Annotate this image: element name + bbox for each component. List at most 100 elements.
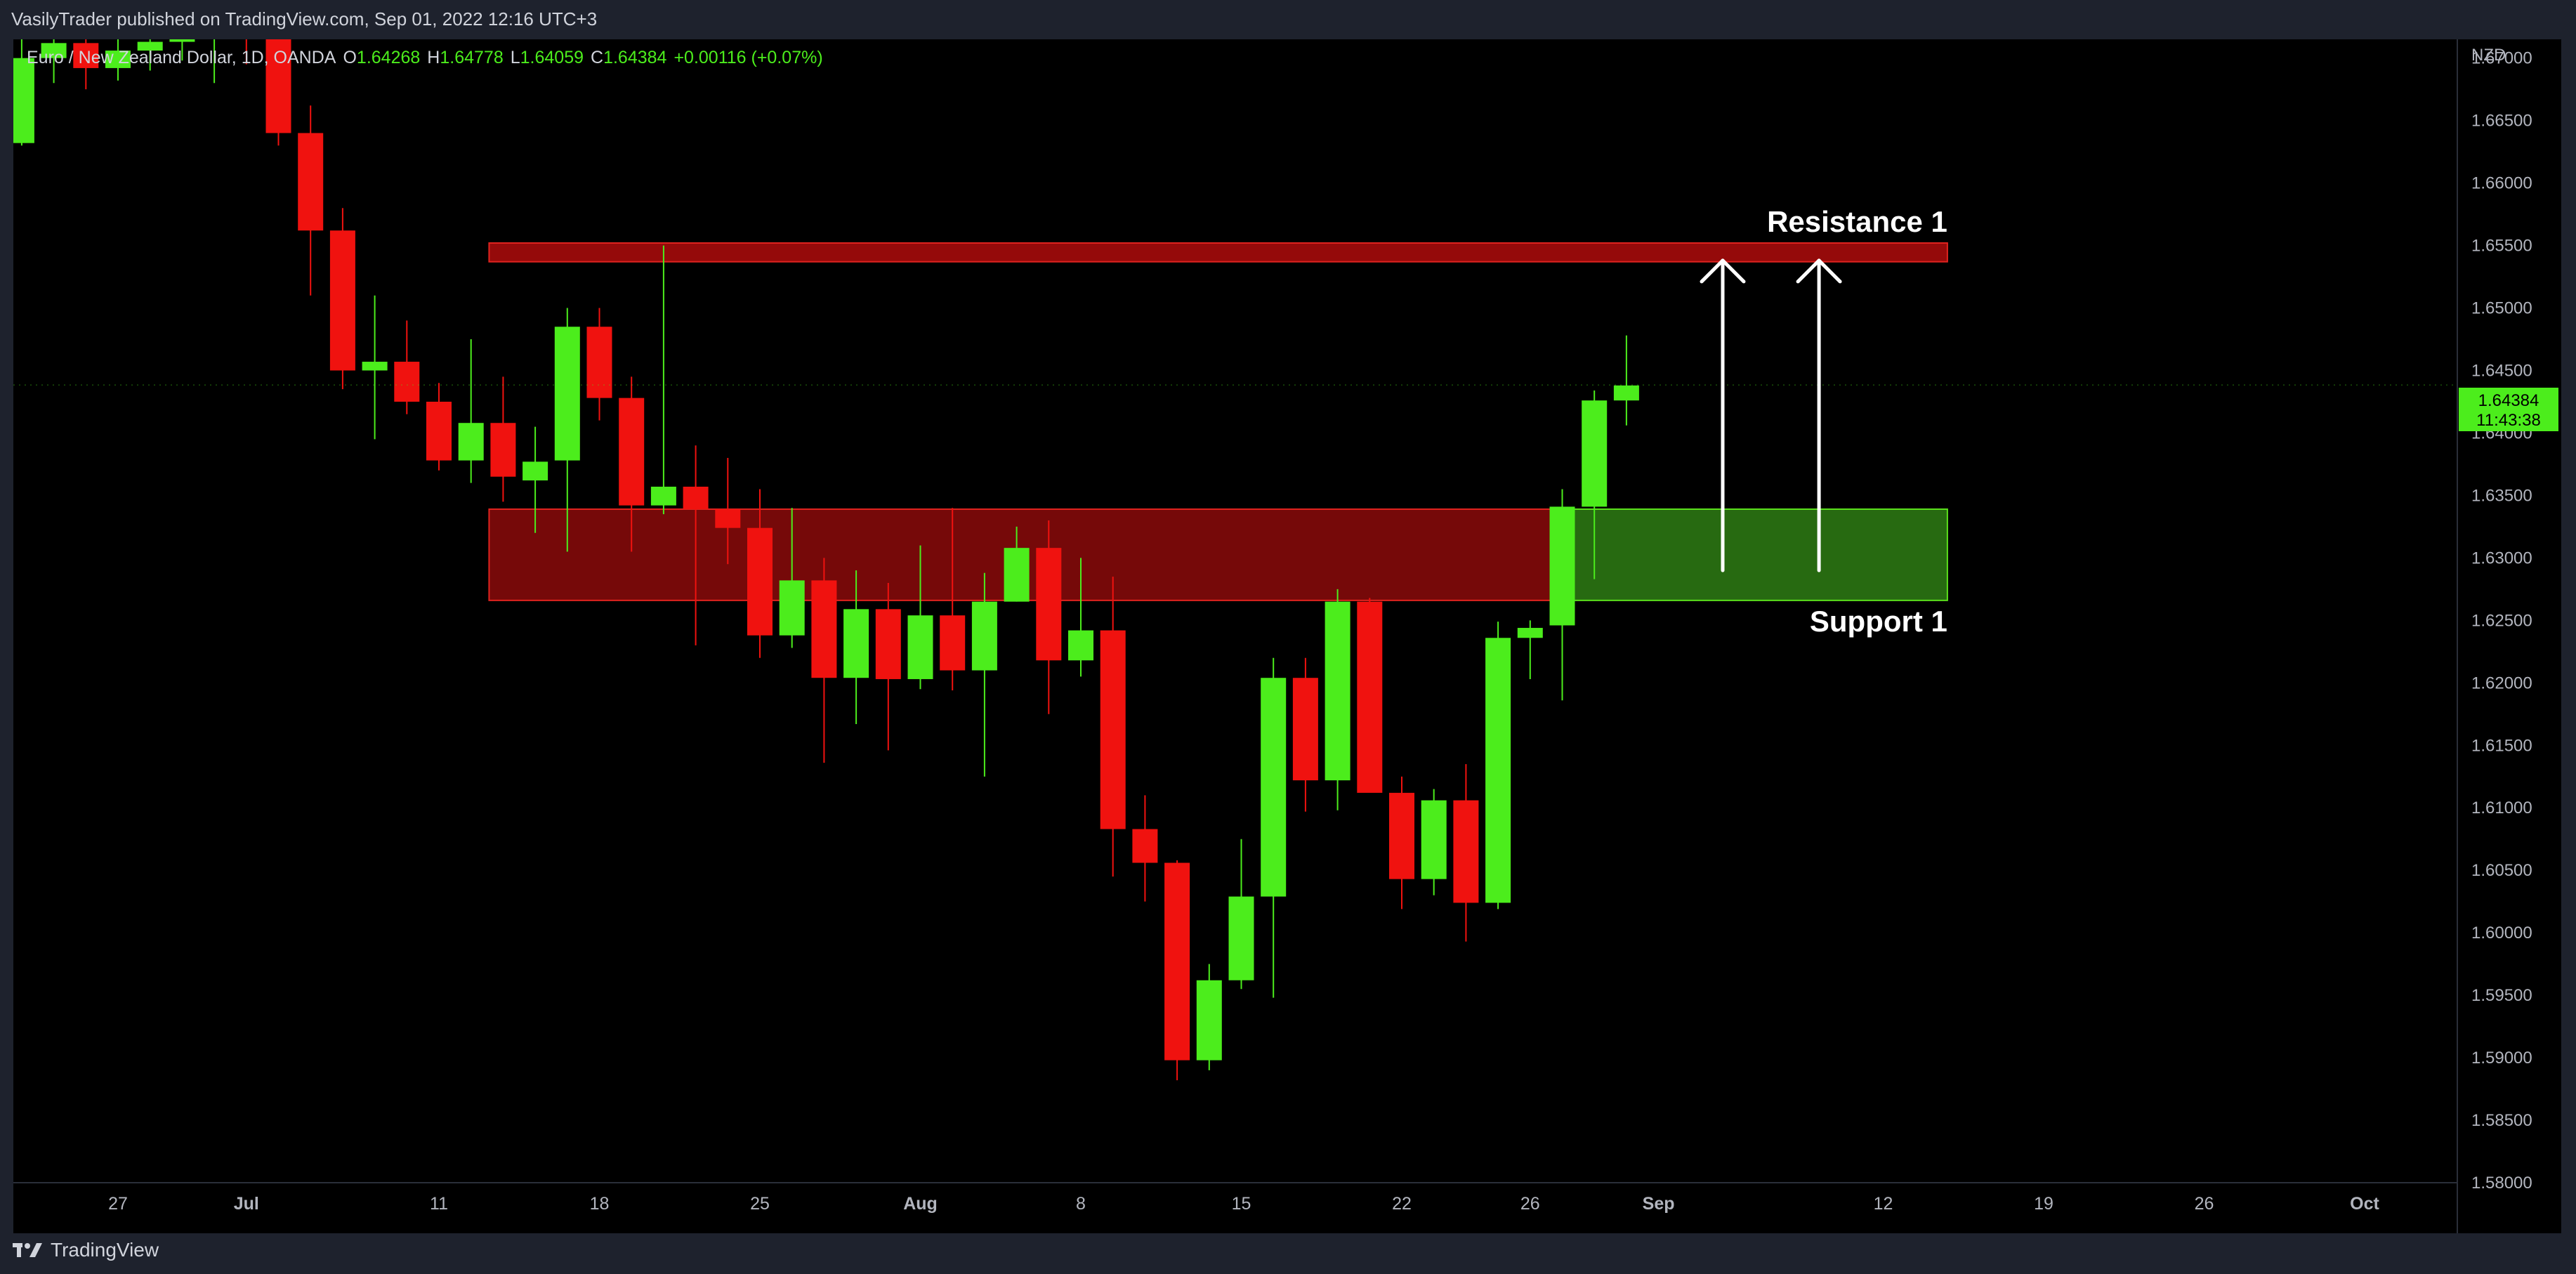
candle-2022-08-16[interactable]: [1261, 657, 1287, 998]
candle-2022-07-19[interactable]: [619, 376, 645, 552]
resistance-zone: [488, 242, 1948, 263]
candle-body: [907, 615, 933, 679]
candle-body: [41, 43, 67, 58]
candle-2022-08-09[interactable]: [1100, 577, 1126, 877]
time-tick-label: Oct: [2350, 1194, 2379, 1214]
candle-2022-06-30[interactable]: [202, 39, 227, 84]
price-tick-label: 1.65000: [2471, 299, 2532, 318]
candles-layer: [13, 39, 2457, 1081]
candle-2022-08-31[interactable]: [1613, 335, 1639, 426]
candle-2022-07-27[interactable]: [811, 558, 837, 763]
candle-2022-08-18[interactable]: [1325, 589, 1351, 810]
candle-2022-07-04[interactable]: [265, 39, 291, 146]
candle-2022-07-08[interactable]: [394, 320, 420, 414]
time-tick-label: 26: [1520, 1194, 1540, 1214]
candle-2022-07-28[interactable]: [843, 570, 869, 725]
candle-2022-08-12[interactable]: [1196, 964, 1222, 1070]
support-zone-green-part: [1558, 508, 1948, 601]
candle-2022-08-10[interactable]: [1132, 795, 1158, 902]
candle-2022-07-11[interactable]: [426, 383, 452, 471]
time-tick-label: 19: [2034, 1194, 2053, 1214]
candle-2022-06-27[interactable]: [105, 39, 131, 81]
price-tick-label: 1.65500: [2471, 237, 2532, 256]
candle-body: [715, 508, 741, 528]
symbol-legend: Euro / New Zealand Dollar, 1D, OANDA O1.6…: [27, 48, 823, 68]
candle-2022-07-25[interactable]: [747, 489, 773, 658]
candlestick-chart[interactable]: Resistance 1 Support 1 NZD 1.67000 1.66500…: [13, 39, 2561, 1233]
candle-2022-07-18[interactable]: [586, 308, 612, 421]
candle-body: [1549, 506, 1575, 626]
price-tick-label: 1.62500: [2471, 611, 2532, 630]
candle-body: [747, 527, 773, 636]
candle-2022-07-20[interactable]: [650, 245, 676, 515]
candle-2022-08-29[interactable]: [1549, 489, 1575, 701]
close-label: C: [591, 48, 604, 67]
up-arrow-1: [1700, 258, 1746, 572]
candle-body: [554, 327, 580, 461]
candle-2022-08-17[interactable]: [1292, 657, 1318, 812]
candle-body: [362, 362, 388, 371]
zones-layer: [488, 242, 1948, 601]
candle-body: [1325, 601, 1351, 781]
candle-body: [105, 51, 131, 68]
candle-2022-07-13[interactable]: [490, 376, 516, 502]
candle-body: [1228, 896, 1254, 980]
candle-2022-08-30[interactable]: [1582, 390, 1608, 579]
candle-2022-07-29[interactable]: [875, 582, 901, 751]
candle-2022-08-03[interactable]: [971, 572, 997, 777]
time-tick-label: Aug: [903, 1194, 938, 1214]
tradingview-brand[interactable]: TradingView: [13, 1239, 159, 1261]
candle-2022-08-05[interactable]: [1036, 520, 1062, 714]
candle-body: [426, 401, 452, 461]
candle-2022-08-08[interactable]: [1068, 558, 1093, 677]
candle-2022-07-07[interactable]: [362, 295, 388, 440]
candle-2022-06-28[interactable]: [137, 39, 163, 71]
time-axis[interactable]: 27 Jul 11 18 25 Aug 8 15 22 26 Sep 12 19 26 Oct: [108, 1194, 2379, 1214]
candle-2022-07-26[interactable]: [779, 508, 805, 648]
candle-2022-08-01[interactable]: [907, 545, 933, 690]
candle-2022-07-15[interactable]: [554, 308, 580, 552]
candle-2022-08-25[interactable]: [1485, 622, 1511, 909]
candle-body: [875, 609, 901, 679]
candle-2022-08-24[interactable]: [1453, 763, 1479, 942]
publisher-bar: VasilyTrader published on TradingView.co…: [0, 0, 2576, 39]
candle-2022-07-21[interactable]: [683, 445, 709, 645]
price-tick-label: 1.58000: [2471, 1174, 2532, 1193]
arrows-layer: [1700, 258, 1842, 572]
candle-2022-07-14[interactable]: [523, 426, 548, 533]
candle-2022-08-26[interactable]: [1517, 620, 1543, 679]
price-axis[interactable]: 1.67000 1.66500 1.66000 1.65500 1.65000 1.645…: [2471, 49, 2532, 1193]
candle-2022-07-06[interactable]: [329, 208, 355, 390]
candle-2022-08-11[interactable]: [1164, 860, 1190, 1081]
candle-2022-06-23[interactable]: [41, 39, 67, 84]
candle-2022-08-19[interactable]: [1357, 598, 1383, 793]
candle-body: [265, 39, 291, 133]
candle-2022-07-22[interactable]: [715, 458, 741, 565]
candle-body: [298, 133, 324, 231]
publisher-text: VasilyTrader published on TradingView.co…: [11, 8, 598, 29]
candle-2022-06-24[interactable]: [73, 39, 99, 90]
candle-2022-08-04[interactable]: [1004, 526, 1030, 602]
tradingview-logo-icon: [13, 1243, 42, 1257]
candle-2022-08-23[interactable]: [1421, 789, 1447, 895]
support-zone-label: Support 1: [1810, 605, 1947, 638]
time-tick-label: Jul: [234, 1194, 259, 1214]
low-value: 1.64059: [520, 48, 584, 67]
candle-2022-07-01[interactable]: [234, 39, 259, 65]
candle-2022-07-05[interactable]: [298, 105, 324, 296]
price-tick-label: 1.64500: [2471, 361, 2532, 380]
candle-body: [811, 580, 837, 678]
time-tick-label: 11: [430, 1194, 448, 1214]
change-value: +0.00116 (+0.07%): [673, 48, 823, 67]
candle-body: [1292, 678, 1318, 781]
candle-2022-06-29[interactable]: [169, 39, 195, 61]
candle-2022-08-02[interactable]: [940, 508, 966, 690]
close-value: 1.64384: [603, 48, 667, 67]
candle-2022-08-22[interactable]: [1389, 776, 1414, 909]
zone-labels-layer: Resistance 1 Support 1: [1767, 205, 1947, 638]
candle-2022-07-12[interactable]: [458, 339, 484, 483]
candle-2022-06-22[interactable]: [13, 39, 34, 146]
candle-body: [1421, 800, 1447, 879]
candle-body: [1004, 548, 1030, 602]
candle-2022-08-15[interactable]: [1228, 839, 1254, 990]
